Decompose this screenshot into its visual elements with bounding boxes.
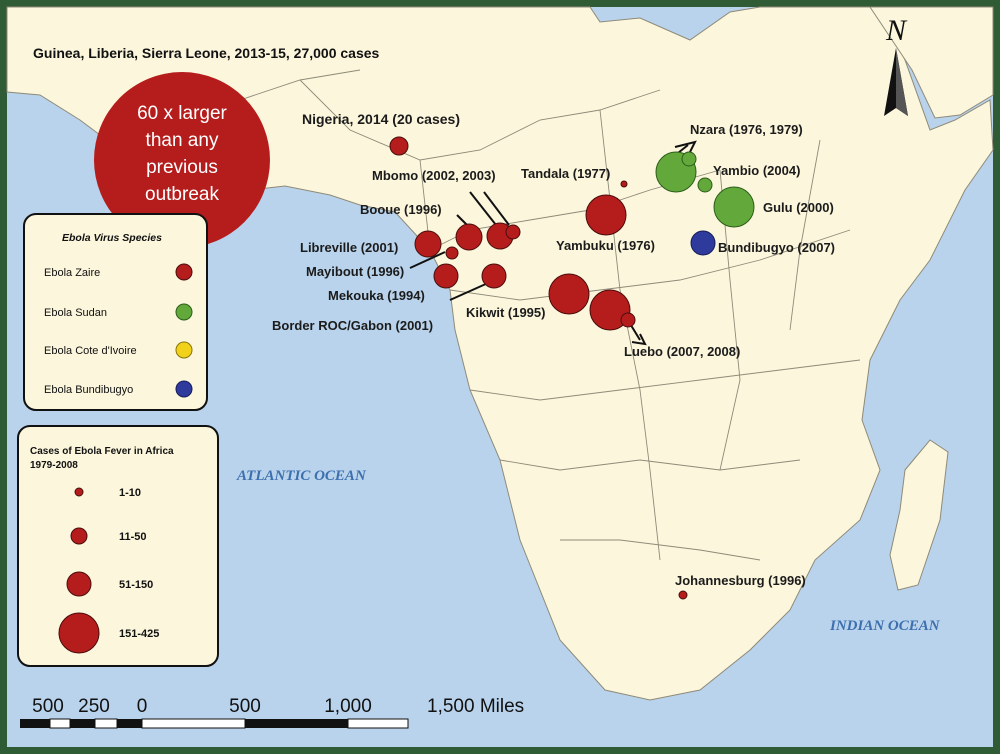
label-mayibout: Mayibout (1996)	[306, 264, 404, 279]
label-luebo: Luebo (2007, 2008)	[624, 344, 740, 359]
callout-line-3: previous	[146, 157, 218, 178]
outbreak-gulu	[713, 186, 755, 228]
cases-label-1-10: 1-10	[119, 487, 141, 499]
scale-label-500-left: 500	[32, 696, 64, 717]
scale-label-0: 0	[137, 696, 148, 717]
outbreak-luebo-2	[620, 312, 636, 328]
species-label-sudan: Ebola Sudan	[44, 307, 107, 319]
species-swatch-sudan	[175, 303, 193, 321]
outbreak-mekouka	[455, 223, 483, 251]
outbreak-luebo-1	[589, 289, 631, 331]
label-libreville: Libreville (2001)	[300, 240, 398, 255]
species-label-zaire: Ebola Zaire	[44, 267, 100, 279]
label-tandala: Tandala (1977)	[521, 166, 610, 181]
cases-label-51-150: 51-150	[119, 579, 153, 591]
cases-swatch-151-425	[58, 612, 100, 654]
cases-swatch-51-150	[66, 571, 92, 597]
outbreak-nigeria	[389, 136, 409, 156]
scale-label-250: 250	[78, 696, 110, 717]
outbreak-tandala	[620, 180, 628, 188]
indian-ocean-label: INDIAN OCEAN	[829, 618, 941, 634]
outbreak-kikwit	[548, 273, 590, 315]
cases-label-151-425: 151-425	[119, 628, 159, 640]
callout-line-4: outbreak	[145, 184, 219, 205]
cases-label-11-50: 11-50	[119, 531, 147, 543]
scale-label-1500-miles: 1,500 Miles	[427, 696, 524, 717]
outbreak-nzara-2	[681, 151, 697, 167]
outbreak-mbomo-2	[505, 224, 521, 240]
scale-label-500: 500	[229, 696, 261, 717]
label-mbomo: Mbomo (2002, 2003)	[372, 168, 496, 183]
label-bundibugyo: Bundibugyo (2007)	[718, 240, 835, 255]
cases-legend-title-1: Cases of Ebola Fever in Africa	[30, 446, 174, 457]
outbreak-booue	[445, 246, 459, 260]
label-border-roc-gabon: Border ROC/Gabon (2001)	[272, 318, 433, 333]
land-madagascar	[889, 439, 949, 591]
callout-circle	[94, 72, 270, 248]
label-booue: Booue (1996)	[360, 202, 442, 217]
outbreak-mayibout	[433, 263, 459, 289]
label-mekouka: Mekouka (1994)	[328, 288, 425, 303]
label-johannesburg: Johannesburg (1996)	[675, 573, 806, 588]
label-nigeria: Nigeria, 2014 (20 cases)	[302, 111, 460, 127]
outbreak-johannesburg	[678, 590, 688, 600]
label-nzara: Nzara (1976, 1979)	[690, 122, 803, 137]
label-kikwit: Kikwit (1995)	[466, 305, 545, 320]
label-yambuku: Yambuku (1976)	[556, 238, 655, 253]
scale-bar: 500 250 0 500 1,000 1,500 Miles	[20, 696, 524, 729]
scale-label-1000: 1,000	[324, 696, 372, 717]
outbreak-yambio	[697, 177, 713, 193]
species-legend: Ebola Virus Species Ebola Zaire Ebola Su…	[23, 213, 208, 411]
species-label-bundibugyo: Ebola Bundibugyo	[44, 384, 133, 396]
top-caption: Guinea, Liberia, Sierra Leone, 2013-15, …	[33, 45, 380, 61]
label-yambio: Yambio (2004)	[713, 163, 800, 178]
species-label-cote-divoire: Ebola Cote d'Ivoire	[44, 345, 137, 357]
species-legend-title: Ebola Virus Species	[62, 232, 162, 244]
north-arrow-icon: N	[884, 14, 908, 116]
callout-line-2: than any	[146, 130, 219, 151]
outbreak-circles	[389, 136, 755, 600]
atlantic-ocean-label: ATLANTIC OCEAN	[236, 468, 367, 484]
outbreak-bundibugyo	[690, 230, 716, 256]
species-swatch-zaire	[175, 263, 193, 281]
north-symbol: N	[885, 14, 908, 47]
outbreak-yambuku	[585, 194, 627, 236]
outbreak-libreville	[414, 230, 442, 258]
outbreak-labels: Nigeria, 2014 (20 cases) Mbomo (2002, 20…	[272, 111, 835, 588]
label-gulu: Gulu (2000)	[763, 200, 834, 215]
cases-swatch-11-50	[70, 527, 88, 545]
outbreak-border-roc-gabon	[481, 263, 507, 289]
cases-legend: Cases of Ebola Fever in Africa 1979-2008…	[17, 425, 219, 667]
cases-swatch-1-10	[74, 487, 84, 497]
cases-legend-title-2: 1979-2008	[30, 460, 78, 471]
callout-line-1: 60 x larger	[137, 103, 227, 124]
species-swatch-bundibugyo	[175, 380, 193, 398]
species-legend-box	[23, 213, 208, 411]
cases-legend-box	[17, 425, 219, 667]
land-arabia	[869, 6, 994, 119]
species-swatch-cote-divoire	[175, 341, 193, 359]
